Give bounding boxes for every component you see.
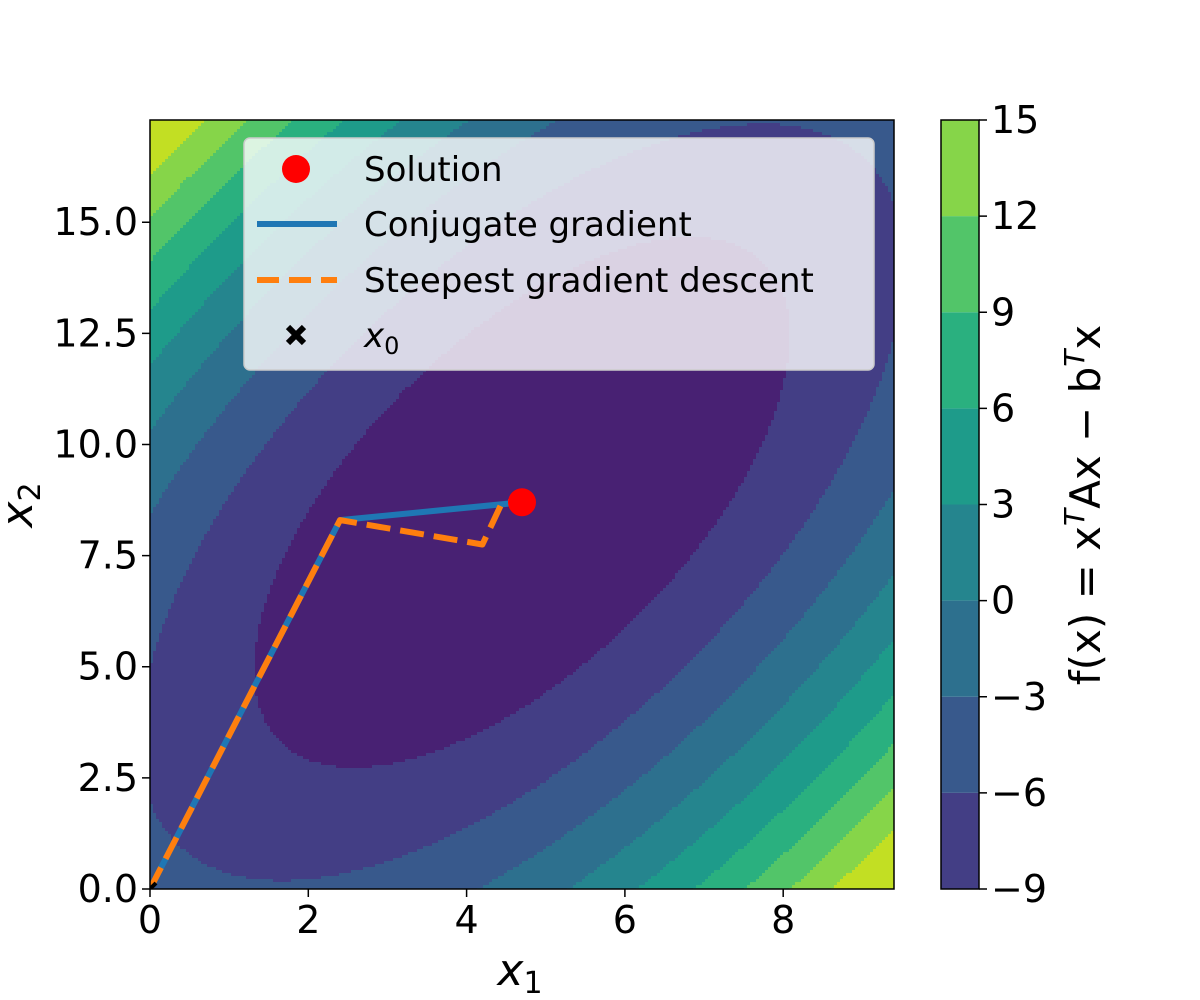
x-tick-label: 8 — [771, 898, 795, 942]
colorbar-tick-label: 9 — [991, 290, 1015, 334]
y-tick-label: 2.5 — [78, 756, 138, 800]
solution-marker — [508, 488, 536, 516]
legend-label-solution: Solution — [364, 150, 503, 190]
y-tick-label: 15.0 — [53, 200, 138, 244]
legend-label-sd: Steepest gradient descent — [364, 261, 814, 301]
legend-label-cg: Conjugate gradient — [364, 205, 692, 245]
y-axis-label: x2 — [0, 482, 48, 529]
colorbar-tick-label: 3 — [991, 483, 1015, 527]
y-tick-label: 12.5 — [53, 311, 138, 355]
y-axis-ticks: 0.0 2.5 5.0 7.5 10.0 12.5 15.0 — [53, 200, 150, 911]
colorbar-label: f(x) = xTAx − bTx — [1058, 325, 1110, 685]
x-axis-ticks: 0 2 4 6 8 — [138, 889, 795, 942]
colorbar-tick-label: −3 — [991, 675, 1047, 719]
colorbar-band — [941, 793, 979, 889]
x-tick-label: 6 — [613, 898, 637, 942]
colorbar-band — [941, 312, 979, 408]
colorbar-band — [941, 120, 979, 216]
y-tick-label: 0.0 — [78, 867, 138, 911]
colorbar-band — [941, 216, 979, 312]
colorbar-tick-label: 0 — [991, 579, 1015, 623]
colorbar-band — [941, 505, 979, 601]
colorbar: −9 −6 −3 0 3 6 9 12 15 — [941, 98, 1047, 911]
x-tick-label: 4 — [455, 898, 479, 942]
colorbar-tick-label: 15 — [991, 98, 1039, 142]
x-tick-label: 0 — [138, 898, 162, 942]
colorbar-band — [941, 601, 979, 697]
y-tick-label: 5.0 — [78, 645, 138, 689]
colorbar-band — [941, 697, 979, 793]
legend-solution-marker — [282, 155, 310, 183]
x-axis-label: x1 — [495, 945, 542, 1000]
legend-box — [244, 138, 874, 370]
colorbar-band — [941, 408, 979, 504]
colorbar-tick-label: −9 — [991, 867, 1047, 911]
colorbar-tick-label: 12 — [991, 194, 1039, 238]
y-tick-label: 10.0 — [53, 422, 138, 466]
colorbar-tick-label: 6 — [991, 386, 1015, 430]
x-tick-label: 2 — [296, 898, 320, 942]
colorbar-tick-label: −6 — [991, 771, 1047, 815]
y-tick-label: 7.5 — [78, 534, 138, 578]
legend: Solution Conjugate gradient Steepest gra… — [244, 138, 874, 370]
